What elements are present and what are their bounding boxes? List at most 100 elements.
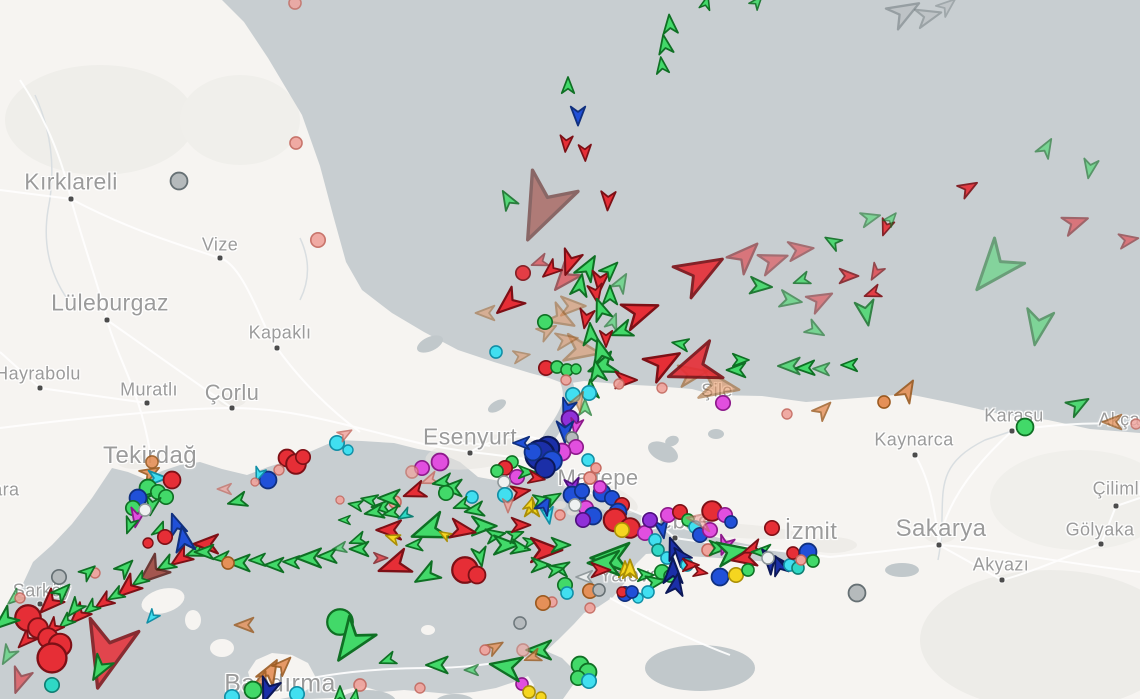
vessel-circle-marker[interactable] — [564, 357, 588, 381]
vessel-arrow-marker[interactable] — [332, 507, 358, 533]
vessel-arrow-marker[interactable] — [491, 183, 525, 217]
vessel-arrow-marker[interactable] — [372, 644, 403, 675]
vessel-arrow-marker[interactable] — [692, 0, 721, 17]
vessel-arrow-marker[interactable] — [665, 328, 696, 359]
vessel-circle-marker[interactable] — [336, 438, 360, 462]
vessel-arrow-marker[interactable] — [432, 522, 458, 548]
vessel-arrow-marker[interactable] — [379, 524, 408, 553]
vessel-arrow-marker[interactable] — [130, 550, 173, 593]
vessel-arrow-marker[interactable] — [720, 353, 754, 387]
vessel-circle-marker[interactable] — [645, 537, 671, 563]
vessel-arrow-marker[interactable] — [582, 263, 618, 299]
vessel-arrow-marker[interactable] — [211, 475, 240, 504]
vessel-arrow-marker[interactable] — [45, 575, 79, 609]
vessel-arrow-marker[interactable] — [50, 606, 81, 637]
vessel-arrow-marker[interactable] — [562, 268, 598, 304]
vessel-arrow-marker[interactable] — [138, 603, 167, 632]
vessel-circle-marker[interactable] — [529, 589, 558, 618]
vessel-arrow-marker[interactable] — [1029, 131, 1063, 165]
vessel-arrow-marker[interactable] — [503, 475, 537, 509]
vessel-circle-marker[interactable] — [584, 456, 608, 480]
vessel-arrow-marker[interactable] — [593, 279, 627, 313]
vessel-arrow-marker[interactable] — [506, 427, 537, 458]
vessel-arrow-marker[interactable] — [798, 313, 832, 347]
vessel-arrow-marker[interactable] — [646, 50, 677, 81]
vessel-arrow-marker[interactable] — [446, 489, 477, 520]
vessel-arrow-marker[interactable] — [523, 548, 557, 582]
vessel-arrow-marker[interactable] — [516, 491, 545, 520]
vessel-arrow-marker[interactable] — [420, 647, 456, 683]
vessel-arrow-marker[interactable] — [399, 529, 430, 560]
vessel-arrow-marker[interactable] — [311, 539, 345, 573]
vessel-arrow-marker[interactable] — [528, 488, 562, 522]
vessel-arrow-marker[interactable] — [806, 353, 837, 384]
vessel-arrow-marker[interactable] — [505, 340, 536, 371]
vessel-arrow-marker[interactable] — [324, 679, 355, 699]
vessel-arrow-marker[interactable] — [583, 553, 617, 587]
vessel-arrow-marker[interactable] — [100, 579, 131, 610]
vessel-arrow-marker[interactable] — [521, 631, 559, 669]
vessel-circle-marker[interactable] — [586, 577, 612, 603]
vessel-arrow-marker[interactable] — [591, 183, 625, 217]
vessel-circle-marker[interactable] — [735, 557, 761, 583]
vessel-circle-marker[interactable] — [282, 0, 308, 16]
vessel-circle-marker[interactable] — [755, 545, 781, 571]
vessel-arrow-marker[interactable] — [222, 545, 258, 581]
vessel-arrow-marker[interactable] — [486, 526, 524, 564]
vessel-arrow-marker[interactable] — [391, 501, 420, 530]
vessel-arrow-marker[interactable] — [834, 349, 865, 380]
vessel-arrow-marker[interactable] — [372, 480, 408, 516]
vessel-arrow-marker[interactable] — [569, 249, 607, 287]
vessel-circle-marker[interactable] — [650, 376, 674, 400]
vessel-arrow-marker[interactable] — [165, 521, 203, 559]
vessel-circle-marker[interactable] — [531, 308, 560, 337]
vessel-arrow-marker[interactable] — [188, 535, 222, 569]
vessel-circle-marker[interactable] — [267, 458, 291, 482]
vessel-circle-marker[interactable] — [871, 389, 897, 415]
vessel-circle-marker[interactable] — [163, 165, 194, 196]
vessel-arrow-marker[interactable] — [877, 205, 906, 234]
vessel-circle-marker[interactable] — [528, 451, 562, 485]
vessel-circle-marker[interactable] — [32, 638, 73, 679]
vessel-arrow-marker[interactable] — [463, 539, 497, 573]
vessel-arrow-marker[interactable] — [537, 482, 568, 513]
vessel-circle-marker[interactable] — [1124, 412, 1140, 436]
vessel-arrow-marker[interactable] — [342, 524, 373, 555]
vessel-circle-marker[interactable] — [347, 672, 373, 698]
vessel-arrow-marker[interactable] — [1073, 151, 1107, 185]
vessel-circle-marker[interactable] — [841, 577, 872, 608]
vessel-arrow-marker[interactable] — [494, 491, 523, 520]
vessel-arrow-marker[interactable] — [242, 544, 273, 575]
vessel-circle-marker[interactable] — [607, 372, 631, 396]
vessel-circle-marker[interactable] — [722, 561, 751, 590]
vessel-arrow-marker[interactable] — [517, 641, 548, 672]
vessel-arrow-marker[interactable] — [124, 564, 155, 595]
vessel-arrow-marker[interactable] — [133, 456, 167, 490]
vessel-arrow-marker[interactable] — [534, 253, 568, 287]
vessel-arrow-marker[interactable] — [0, 638, 25, 672]
vessel-circle-marker[interactable] — [473, 638, 497, 662]
vessel-arrow-marker[interactable] — [245, 460, 274, 489]
vessel-arrow-marker[interactable] — [408, 556, 446, 594]
vessel-arrow-marker[interactable] — [485, 645, 528, 688]
vessel-arrow-marker[interactable] — [772, 282, 808, 318]
vessel-arrow-marker[interactable] — [458, 656, 487, 685]
vessel-arrow-marker[interactable] — [909, 0, 947, 35]
vessel-arrow-marker[interactable] — [617, 289, 663, 335]
vessel-arrow-marker[interactable] — [342, 491, 371, 520]
vessel-arrow-marker[interactable] — [569, 301, 603, 335]
vessel-circle-marker[interactable] — [461, 559, 492, 590]
vessel-circle-marker[interactable] — [484, 458, 510, 484]
vessel-circle-marker[interactable] — [156, 464, 187, 495]
vessel-arrow-marker[interactable] — [569, 561, 600, 592]
vessel-arrow-marker[interactable] — [81, 649, 119, 687]
vessel-arrow-marker[interactable] — [743, 0, 772, 16]
vessel-circle-marker[interactable] — [636, 506, 665, 535]
vessel-arrow-marker[interactable] — [889, 373, 925, 409]
vessel-arrow-marker[interactable] — [548, 322, 584, 358]
vessel-arrow-marker[interactable] — [967, 236, 1027, 295]
vessel-circle-marker[interactable] — [218, 683, 247, 699]
vessel-arrow-marker[interactable] — [1060, 387, 1096, 423]
vessel-arrow-marker[interactable] — [831, 259, 865, 293]
vessel-arrow-marker[interactable] — [1111, 223, 1140, 257]
